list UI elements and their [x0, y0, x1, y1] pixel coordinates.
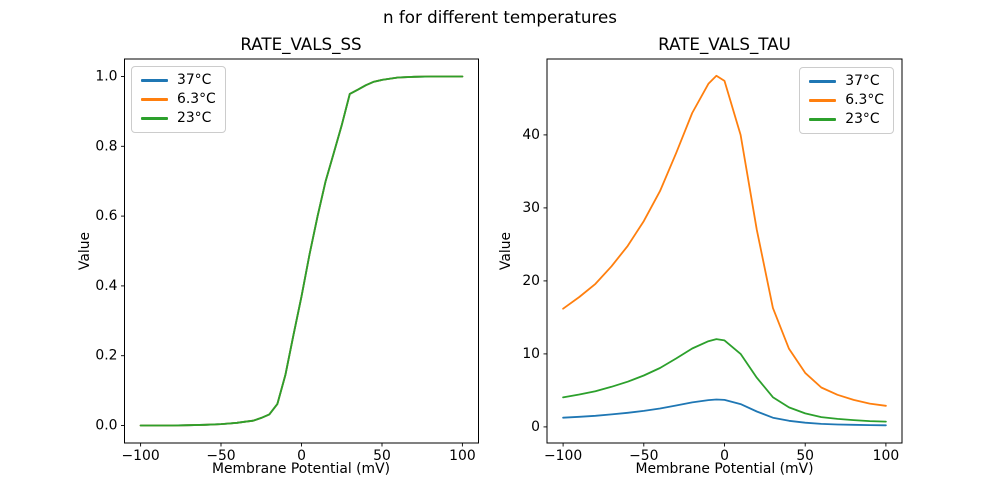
legend-item: 6.3°C: [809, 91, 884, 110]
legend-ss: 37°C 6.3°C 23°C: [131, 66, 226, 133]
tau-xaxis-label: Membrane Potential (mV): [635, 461, 814, 477]
axes-0: −100 −50 0 50 100 0.0 0.2 0.4 0.6 0.8 1.0: [95, 58, 479, 464]
legend-tau: 37°C 6.3°C 23°C: [799, 67, 894, 134]
series-line-23°C: [562, 338, 887, 423]
legend-line-6-3c: [141, 98, 168, 101]
y-tick-label: 0.6: [95, 208, 117, 224]
legend-line-23c: [809, 118, 837, 121]
y-tick-label: 0.4: [95, 278, 117, 294]
axes-1: −100 −50 0 50 100 0 10 20 30 40: [522, 58, 903, 464]
legend-item: 23°C: [141, 109, 216, 128]
y-tick-label: 1.0: [95, 69, 117, 85]
legend-line-6-3c: [809, 99, 837, 102]
y-tick-label: 0.0: [95, 418, 117, 434]
series-line-6.3°C: [562, 74, 887, 407]
legend-item: 37°C: [141, 71, 216, 90]
legend-line-23c: [141, 117, 168, 120]
y-tick-label: 0.8: [95, 138, 117, 154]
axes-spines: [546, 58, 903, 444]
series-line-37°C: [562, 398, 887, 427]
figure-suptitle: n for different temperatures: [383, 7, 617, 27]
subplot-tau-title: RATE_VALS_TAU: [658, 34, 791, 54]
legend-item: 23°C: [809, 110, 884, 129]
legend-item: 37°C: [809, 72, 884, 91]
legend-line-37c: [141, 79, 168, 82]
ss-xaxis-label: Membrane Potential (mV): [211, 461, 390, 477]
axes-spines: [124, 58, 479, 444]
x-tick-label: 50: [373, 448, 391, 464]
x-tick-label: −50: [206, 448, 235, 464]
x-tick-label: −100: [544, 448, 582, 464]
y-tick-label: 10: [522, 346, 540, 362]
y-tick-label: 0: [531, 419, 540, 435]
ss-yaxis-label: Value: [77, 231, 93, 271]
x-tick-label: 0: [720, 448, 729, 464]
legend-label-37c: 37°C: [177, 72, 212, 88]
y-tick-label: 20: [522, 273, 540, 289]
legend-item: 6.3°C: [141, 90, 216, 109]
y-tick-label: 30: [522, 200, 540, 216]
legend-label-23c: 23°C: [177, 110, 212, 126]
legend-label-23c: 23°C: [845, 111, 880, 127]
x-tick-label: 0: [297, 448, 306, 464]
subplot-ss-title: RATE_VALS_SS: [240, 34, 362, 54]
legend-line-37c: [809, 80, 837, 83]
x-tick-label: 100: [873, 448, 900, 464]
x-tick-label: −50: [629, 448, 658, 464]
x-tick-label: 50: [796, 448, 814, 464]
y-tick-label: 40: [522, 127, 540, 143]
series-line-23°C: [139, 75, 464, 427]
y-tick-label: 0.2: [95, 348, 117, 364]
tau-yaxis-label: Value: [498, 231, 514, 271]
legend-label-37c: 37°C: [845, 73, 880, 89]
legend-label-6-3c: 6.3°C: [177, 91, 216, 107]
x-tick-label: 100: [449, 448, 476, 464]
x-tick-label: −100: [122, 448, 160, 464]
legend-label-6-3c: 6.3°C: [845, 92, 884, 108]
